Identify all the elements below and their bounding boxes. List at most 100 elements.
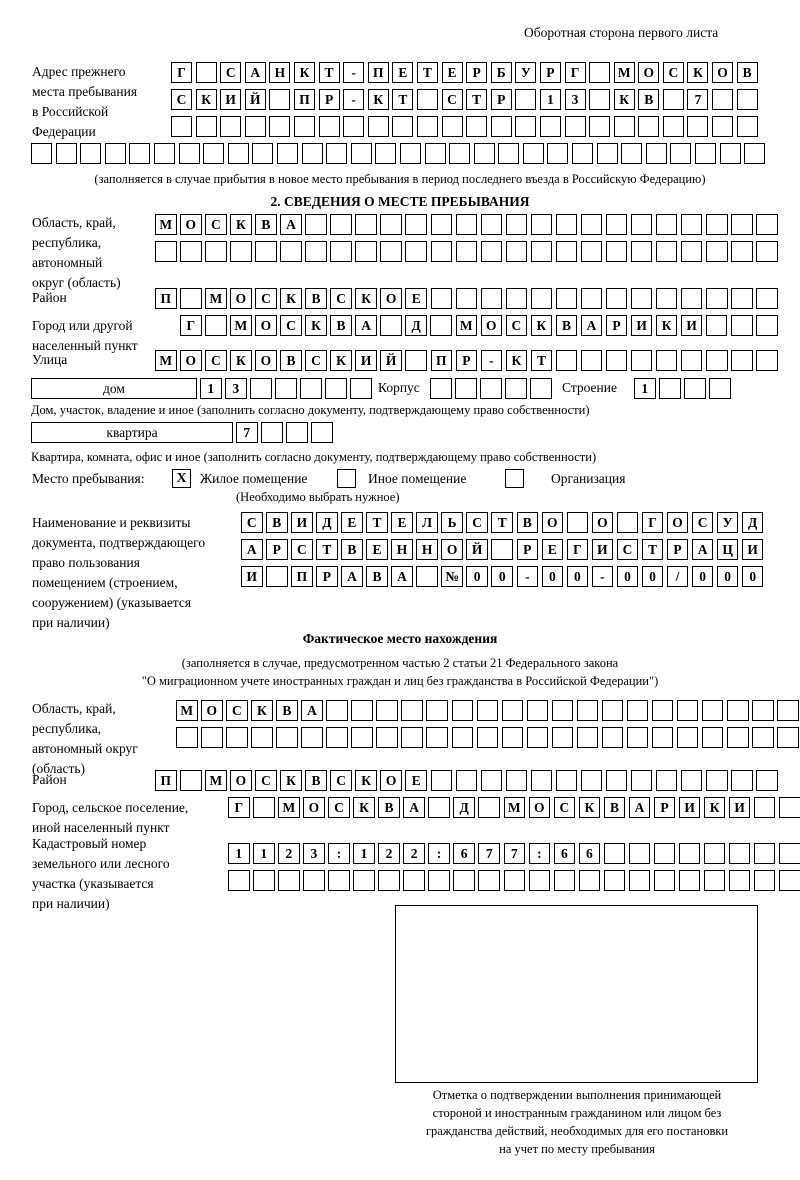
- char-cell[interactable]: У: [716, 512, 739, 533]
- char-cell[interactable]: [378, 870, 400, 891]
- char-cell[interactable]: [227, 143, 249, 164]
- char-cell[interactable]: [505, 378, 527, 399]
- char-cell[interactable]: [503, 870, 526, 891]
- char-cell[interactable]: [589, 89, 611, 110]
- char-cell[interactable]: А: [391, 566, 413, 587]
- char-cell[interactable]: [326, 727, 348, 748]
- char-cell[interactable]: [731, 315, 753, 336]
- char-cell[interactable]: [752, 700, 774, 721]
- char-cell[interactable]: [555, 241, 578, 262]
- char-cell[interactable]: Е: [405, 770, 427, 791]
- char-cell[interactable]: М: [503, 797, 526, 818]
- char-cell[interactable]: [355, 214, 377, 235]
- char-cell[interactable]: М: [278, 797, 300, 818]
- char-cell[interactable]: [695, 143, 717, 164]
- char-cell[interactable]: Г: [171, 62, 192, 83]
- char-cell[interactable]: С: [328, 797, 350, 818]
- char-cell[interactable]: [424, 143, 446, 164]
- char-cell[interactable]: [451, 727, 474, 748]
- char-cell[interactable]: [325, 378, 347, 399]
- previous-address-row-4[interactable]: [31, 143, 769, 164]
- char-cell[interactable]: К: [251, 700, 273, 721]
- char-cell[interactable]: С: [220, 62, 242, 83]
- char-cell[interactable]: [576, 727, 599, 748]
- char-cell[interactable]: [280, 241, 302, 262]
- char-cell[interactable]: М: [155, 350, 177, 371]
- char-cell[interactable]: №: [441, 566, 463, 587]
- char-cell[interactable]: [727, 700, 749, 721]
- char-cell[interactable]: [616, 512, 639, 533]
- char-cell[interactable]: 0: [691, 566, 714, 587]
- char-cell[interactable]: [205, 241, 227, 262]
- char-cell[interactable]: [430, 770, 453, 791]
- char-cell[interactable]: К: [613, 89, 635, 110]
- char-cell[interactable]: С: [691, 512, 714, 533]
- char-cell[interactable]: [261, 422, 283, 443]
- char-cell[interactable]: [228, 870, 250, 891]
- char-cell[interactable]: [480, 288, 503, 309]
- char-cell[interactable]: [530, 241, 553, 262]
- document-row-3[interactable]: И П Р А В А № 0 0-0 0-0 0/0 0 0: [241, 566, 767, 587]
- char-cell[interactable]: [578, 870, 601, 891]
- char-cell[interactable]: [613, 116, 635, 137]
- char-cell[interactable]: [555, 350, 578, 371]
- char-cell[interactable]: Т: [316, 539, 338, 560]
- char-cell[interactable]: А: [341, 566, 363, 587]
- char-cell[interactable]: [603, 843, 626, 864]
- char-cell[interactable]: [655, 288, 678, 309]
- char-cell[interactable]: [655, 770, 678, 791]
- char-cell[interactable]: [753, 797, 776, 818]
- char-cell[interactable]: [572, 143, 594, 164]
- char-cell[interactable]: А: [301, 700, 323, 721]
- char-cell[interactable]: 3: [303, 843, 325, 864]
- char-cell[interactable]: Д: [316, 512, 338, 533]
- char-cell[interactable]: [653, 870, 676, 891]
- char-cell[interactable]: [350, 143, 372, 164]
- char-cell[interactable]: [180, 241, 202, 262]
- char-cell[interactable]: М: [205, 770, 227, 791]
- char-cell[interactable]: К: [330, 350, 352, 371]
- char-cell[interactable]: [505, 288, 528, 309]
- char-cell[interactable]: [659, 378, 681, 399]
- char-cell[interactable]: С: [291, 539, 313, 560]
- char-cell[interactable]: К: [230, 214, 252, 235]
- char-cell[interactable]: [553, 870, 576, 891]
- char-cell[interactable]: А: [244, 62, 266, 83]
- char-cell[interactable]: [576, 700, 599, 721]
- char-cell[interactable]: [466, 116, 488, 137]
- char-cell[interactable]: [756, 315, 778, 336]
- confirmation-stamp-box[interactable]: [395, 905, 758, 1083]
- char-cell[interactable]: [605, 214, 628, 235]
- char-cell[interactable]: [651, 727, 674, 748]
- char-cell[interactable]: С: [553, 797, 576, 818]
- char-cell[interactable]: [426, 700, 448, 721]
- char-cell[interactable]: [195, 62, 217, 83]
- char-cell[interactable]: А: [691, 539, 714, 560]
- char-cell[interactable]: С: [505, 315, 528, 336]
- char-cell[interactable]: [303, 870, 325, 891]
- char-cell[interactable]: 7: [503, 843, 526, 864]
- char-cell[interactable]: С: [616, 539, 639, 560]
- char-cell[interactable]: [480, 241, 503, 262]
- char-cell[interactable]: [653, 843, 676, 864]
- char-cell[interactable]: [678, 870, 701, 891]
- char-cell[interactable]: [455, 214, 478, 235]
- char-cell[interactable]: [731, 770, 753, 791]
- char-cell[interactable]: И: [630, 315, 653, 336]
- char-cell[interactable]: К: [293, 62, 315, 83]
- checkbox-inoe-pomeshchenie[interactable]: [337, 469, 356, 488]
- char-cell[interactable]: [416, 89, 438, 110]
- char-cell[interactable]: [430, 315, 452, 336]
- char-cell[interactable]: [676, 700, 699, 721]
- char-cell[interactable]: И: [741, 539, 764, 560]
- char-cell[interactable]: /: [666, 566, 689, 587]
- char-cell[interactable]: Р: [605, 315, 628, 336]
- char-cell[interactable]: В: [555, 315, 578, 336]
- char-cell[interactable]: О: [441, 539, 463, 560]
- char-cell[interactable]: Т: [530, 350, 553, 371]
- char-cell[interactable]: О: [591, 512, 614, 533]
- char-cell[interactable]: Р: [653, 797, 676, 818]
